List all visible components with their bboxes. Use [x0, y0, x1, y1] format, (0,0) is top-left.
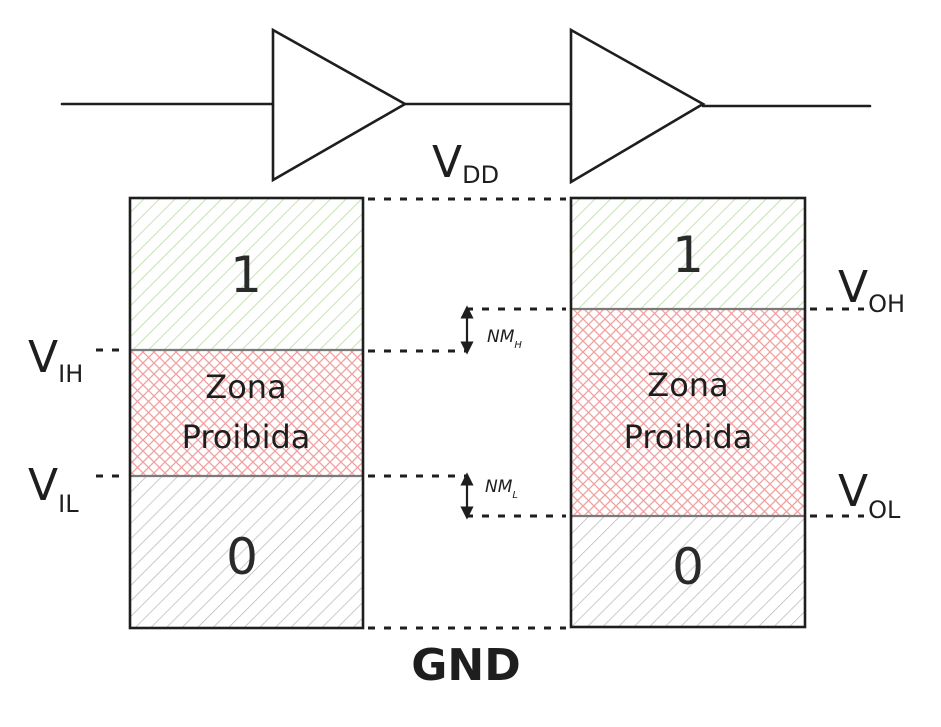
input-forbidden-line2: Proibida — [182, 418, 311, 456]
level-lines — [96, 197, 864, 630]
buffer-chain — [60, 27, 872, 185]
input-high-label: 1 — [230, 246, 262, 304]
output-bar-outline — [569, 196, 807, 629]
input-forbidden-zone — [130, 350, 363, 476]
output-high-label: 1 — [672, 226, 704, 284]
output-low-label: 0 — [672, 538, 704, 596]
input-logic-low-zone — [130, 476, 363, 628]
input-low-label: 0 — [226, 528, 258, 586]
nmh-label: NMH — [487, 327, 522, 351]
vil-label: VIL — [28, 460, 79, 518]
output-forbidden-line2: Proibida — [624, 418, 753, 456]
buffer-1-triangle — [271, 27, 408, 183]
input-logic-high-zone — [130, 198, 363, 350]
vdd-label: VDD — [432, 137, 499, 189]
input-voltage-bar: 1 Zona Proibida 0 — [128, 196, 365, 630]
nml-label: NML — [485, 477, 518, 501]
voh-label: VOH — [838, 262, 905, 318]
vih-label: VIH — [28, 332, 83, 388]
input-bar-outline — [128, 196, 365, 630]
gnd-label: GND — [411, 640, 520, 691]
output-voltage-bar: 1 Zona Proibida 0 — [569, 196, 807, 629]
vol-label: VOL — [838, 466, 901, 524]
input-forbidden-line1: Zona — [205, 368, 286, 406]
noise-margins: NMH NML — [460, 305, 522, 520]
voltage-labels: VDD GND VIH VIL VOH VOL — [28, 137, 905, 691]
output-forbidden-zone — [571, 309, 805, 516]
buffer-2-triangle — [569, 27, 706, 185]
output-logic-high-zone — [571, 198, 805, 309]
output-logic-low-zone — [571, 516, 805, 627]
output-forbidden-line1: Zona — [647, 366, 728, 404]
